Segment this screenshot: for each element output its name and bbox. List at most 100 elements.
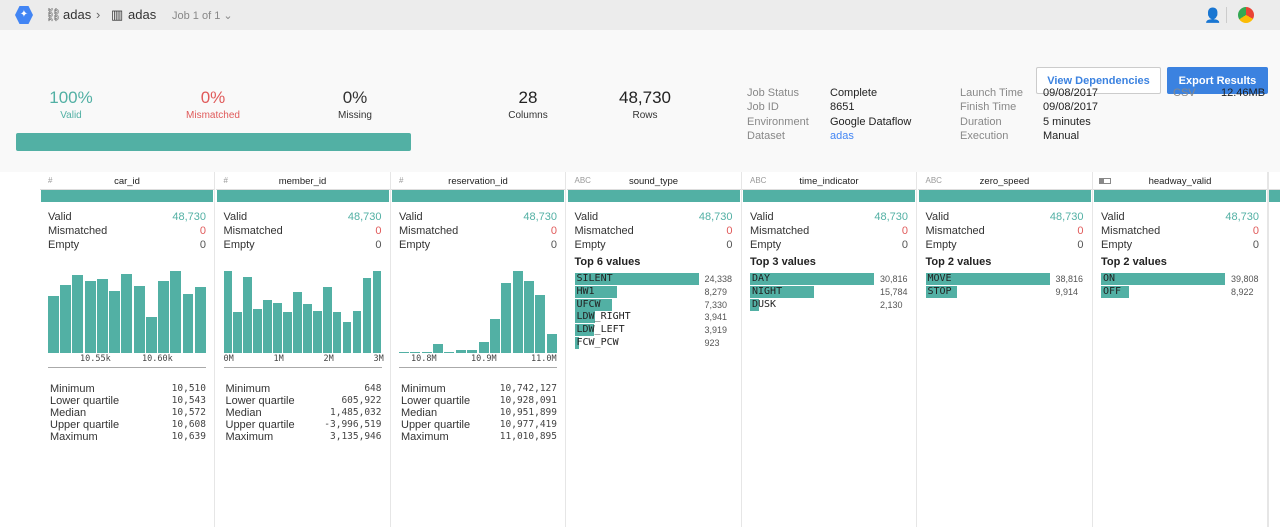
histogram-bar[interactable] [72,275,84,353]
histogram-bar[interactable] [501,283,512,353]
top-value-row[interactable]: OFF 8,922 [1101,285,1261,298]
column-quality-bar[interactable] [918,190,1091,202]
top-value-row[interactable]: STOP 9,914 [925,285,1086,298]
column-quality-bar[interactable] [743,190,915,202]
meta-value[interactable]: adas [830,129,854,142]
histogram-bar[interactable] [121,274,133,353]
histogram-bar[interactable] [145,317,157,353]
range-slider[interactable] [223,367,382,376]
histogram-bar[interactable] [170,271,182,353]
histogram-bar[interactable] [158,280,169,353]
column-quality-bar[interactable] [567,190,740,202]
column-header[interactable]: # member_id [215,172,390,190]
column-profile[interactable]: ABC zero_speed Valid 48,730 Mismatched 0 Empty… [917,172,1093,527]
histogram-bar[interactable] [399,352,410,353]
top-value-row[interactable]: MOVE 38,816 [925,273,1086,285]
top-value-row[interactable]: HW1 8,279 [574,285,735,298]
column-quality-bar[interactable] [1094,190,1266,202]
column-profile[interactable]: ABC sound_type Valid 48,730 Mismatched 0 Empty… [566,172,742,527]
histogram-bar[interactable] [273,303,282,353]
histogram-bar[interactable] [489,319,500,353]
stat-mismatched: Mismatched 0 [48,225,206,237]
column-header[interactable]: # reservation_id [391,172,565,190]
top-value-row[interactable]: LDW_RIGHT 3,941 [574,311,735,324]
histogram-bar[interactable] [362,278,372,353]
column-quality-bar[interactable] [392,190,564,202]
top-value-row[interactable]: DAY 30,816 [750,273,910,285]
histogram[interactable] [399,268,557,353]
stat-value: 0 [550,225,557,237]
column-header[interactable]: # car_id [40,172,214,190]
histogram-bar[interactable] [332,311,342,353]
histogram-bar[interactable] [352,310,362,353]
column-profile[interactable]: # member_id Valid 48,730 Mismatched 0 Empty 0 0M… [215,172,391,527]
summary-stat-value: 10,543 [171,395,206,406]
histogram-bar[interactable] [372,271,382,353]
column-header[interactable]: ABC sound_type [566,172,741,190]
histogram-bar[interactable] [312,310,322,353]
histogram-bar[interactable] [293,291,302,353]
top-value-row[interactable]: ON 39,808 [1101,273,1261,285]
histogram-bar[interactable] [444,352,455,353]
histogram-bar[interactable] [48,295,59,353]
histogram-bar[interactable] [546,333,557,353]
breadcrumb-flow[interactable]: adas [63,7,92,22]
column-quality-bar[interactable] [216,190,389,202]
column-header[interactable]: headway_valid [1093,172,1267,190]
string-type-icon: ABC [750,176,767,185]
histogram-bar[interactable] [84,280,96,353]
top-value-row[interactable]: UFCW 7,330 [574,298,735,311]
dataprep-logo-icon[interactable]: ✦ [15,6,33,24]
column-quality-bar[interactable] [41,190,213,202]
stat-value: 0 [726,239,733,251]
range-slider[interactable] [48,367,206,376]
column-profile[interactable]: ABC time_indicator Valid 48,730 Mismatched 0 E… [742,172,917,527]
histogram-bar[interactable] [60,284,72,353]
top-value-row[interactable]: DUSK 2,130 [750,298,910,311]
top-value-row[interactable]: LDW_LEFT 3,919 [574,324,735,337]
histogram-bar[interactable] [455,349,466,353]
breadcrumb-dataset[interactable]: adas [128,7,157,22]
histogram-bar[interactable] [322,286,332,353]
view-dependencies-button[interactable]: View Dependencies [1036,67,1161,94]
job-selector[interactable]: Job 1 of 1 ⌄ [172,9,233,22]
histogram-bar[interactable] [535,295,546,353]
histogram-bar[interactable] [410,352,421,353]
summary-stat: Minimum 648 [226,383,382,395]
column-header[interactable]: ABC zero_speed [917,172,1092,190]
user-icon[interactable]: 👤 [1204,7,1222,23]
histogram-bar[interactable] [194,286,206,353]
histogram-bar[interactable] [253,308,262,353]
histogram-bar[interactable] [263,299,272,353]
histogram-bar[interactable] [233,311,243,353]
histogram-bar[interactable] [421,352,432,353]
export-results-button[interactable]: Export Results [1167,67,1268,94]
column-profile[interactable]: headway_valid Valid 48,730 Mismatched 0 Empty… [1093,172,1268,527]
histogram-bar[interactable] [512,271,523,353]
column-profile[interactable]: # reservation_id Valid 48,730 Mismatched 0 Emp… [391,172,566,527]
histogram[interactable] [223,268,382,353]
histogram-bar[interactable] [303,303,312,353]
google-cloud-icon[interactable] [1238,7,1254,23]
histogram-bar[interactable] [467,349,478,353]
histogram-bar[interactable] [342,322,352,353]
histogram-bar[interactable] [109,291,121,353]
range-slider[interactable] [399,367,557,376]
histogram[interactable] [48,268,206,353]
histogram-bar[interactable] [523,280,534,353]
top-value-row[interactable]: SILENT 24,338 [574,273,735,285]
column-header[interactable]: ABC time_indicator [742,172,916,190]
histogram-bar[interactable] [182,294,194,353]
histogram-bar[interactable] [283,311,292,353]
top-value-row[interactable]: FCW_PCW 923 [574,337,735,349]
histogram-bar[interactable] [223,271,233,353]
histogram-bar[interactable] [96,279,108,353]
top-value-label: STOP [927,285,952,297]
histogram-bar[interactable] [133,285,145,353]
column-profile[interactable]: # car_id Valid 48,730 Mismatched 0 Empty 0 10.55… [40,172,215,527]
histogram-bar[interactable] [243,276,252,353]
histogram-bar[interactable] [433,344,444,353]
top-value-row[interactable]: NIGHT 15,784 [750,285,910,298]
meta-value: 09/08/2017 [1043,101,1099,114]
histogram-bar[interactable] [478,341,489,353]
